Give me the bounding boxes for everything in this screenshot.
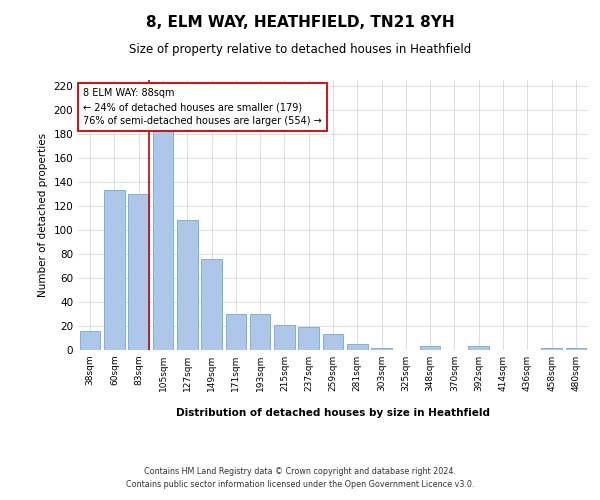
- Bar: [250, 314, 271, 350]
- Bar: [420, 346, 440, 350]
- Bar: [226, 314, 246, 350]
- Bar: [201, 259, 222, 350]
- Text: Contains public sector information licensed under the Open Government Licence v3: Contains public sector information licen…: [126, 480, 474, 489]
- Bar: [541, 348, 562, 350]
- Bar: [80, 331, 100, 350]
- Bar: [274, 325, 295, 350]
- Text: Distribution of detached houses by size in Heathfield: Distribution of detached houses by size …: [176, 408, 490, 418]
- Bar: [104, 190, 125, 350]
- Text: 8 ELM WAY: 88sqm
← 24% of detached houses are smaller (179)
76% of semi-detached: 8 ELM WAY: 88sqm ← 24% of detached house…: [83, 88, 322, 126]
- Bar: [469, 346, 489, 350]
- Bar: [323, 334, 343, 350]
- Bar: [566, 348, 586, 350]
- Bar: [128, 194, 149, 350]
- Text: Size of property relative to detached houses in Heathfield: Size of property relative to detached ho…: [129, 42, 471, 56]
- Bar: [347, 344, 368, 350]
- Bar: [177, 220, 197, 350]
- Text: Contains HM Land Registry data © Crown copyright and database right 2024.: Contains HM Land Registry data © Crown c…: [144, 468, 456, 476]
- Text: 8, ELM WAY, HEATHFIELD, TN21 8YH: 8, ELM WAY, HEATHFIELD, TN21 8YH: [146, 15, 454, 30]
- Bar: [371, 348, 392, 350]
- Bar: [298, 327, 319, 350]
- Bar: [152, 129, 173, 350]
- Y-axis label: Number of detached properties: Number of detached properties: [38, 133, 48, 297]
